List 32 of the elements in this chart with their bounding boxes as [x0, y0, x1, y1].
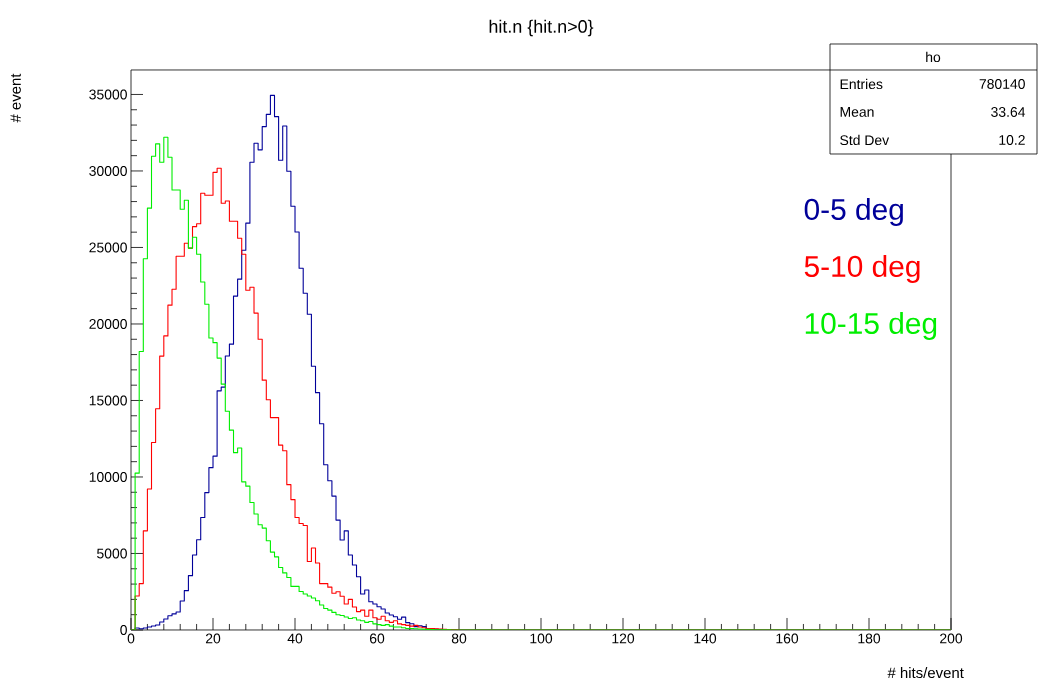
text: 0-5 deg	[804, 198, 903, 226]
x-tick-label: 100	[530, 633, 553, 644]
x-tick-label: 80	[451, 633, 467, 644]
chart-title: hit.n {hit.n>0}	[489, 19, 594, 37]
text: 33.64	[991, 107, 1026, 117]
y-tick-label: 30000	[89, 166, 127, 176]
text: 780140	[979, 79, 1025, 89]
x-tick-label: 200	[940, 633, 963, 644]
text: 10-15 deg	[805, 312, 937, 340]
y-tick-label: 10000	[89, 472, 127, 482]
y-tick-label: 15000	[89, 395, 127, 406]
annotation: Entries	[840, 78, 883, 90]
y-tick-label: 35000	[89, 89, 127, 100]
text: ho	[926, 51, 941, 63]
annotation: Mean	[840, 107, 874, 117]
text: 10.2	[999, 135, 1025, 145]
x-tick-label: 120	[612, 633, 635, 644]
x-tick-label: 60	[369, 633, 385, 644]
x-tick-label: 0	[127, 633, 135, 644]
x-tick-label: 160	[776, 633, 799, 644]
y-tick-label: 25000	[89, 242, 127, 253]
x-tick-label: 180	[858, 633, 881, 644]
annotation: Std Dev	[840, 134, 890, 146]
x-axis-title: # hits/event	[887, 667, 964, 679]
y-tick-label: 5000	[97, 548, 127, 559]
y-axis-title: # event	[10, 73, 21, 123]
y-tick-label: 20000	[89, 319, 127, 329]
x-tick-label: 140	[694, 633, 717, 644]
y-tick-label: 0	[120, 625, 127, 635]
x-tick-label: 20	[205, 633, 221, 644]
x-tick-label: 40	[287, 633, 303, 644]
text: 5-10 deg	[804, 255, 920, 283]
